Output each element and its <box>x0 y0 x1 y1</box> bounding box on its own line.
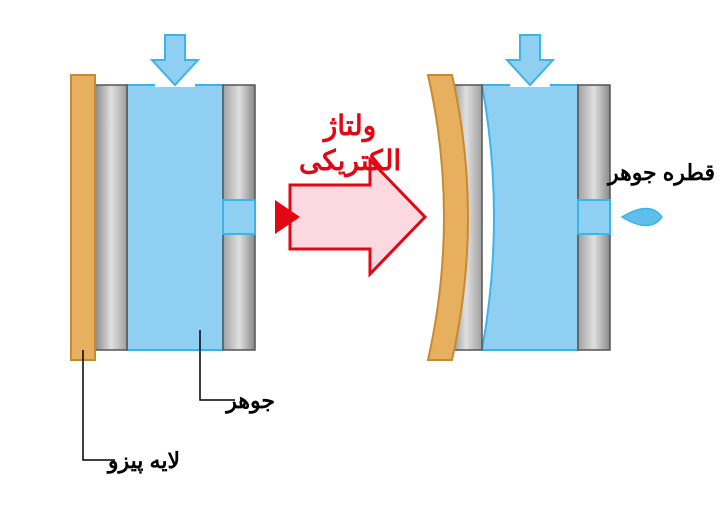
droplet-label: قطره جوهر <box>605 160 715 186</box>
ink-label: جوهر <box>195 388 275 414</box>
right-unit <box>428 35 662 360</box>
voltage-label: ولتاژ الکتریکی <box>290 108 410 178</box>
diagram-canvas: ولتاژ الکتریکی جوهر لایه پیزو قطره جوهر <box>0 0 720 520</box>
ink-droplet <box>622 209 662 226</box>
piezo-flat <box>71 75 95 360</box>
inflow-arrow-right <box>507 35 553 85</box>
inflow-arrow-left <box>152 35 198 85</box>
piezo-label: لایه پیزو <box>60 448 180 474</box>
left-unit <box>71 35 255 360</box>
